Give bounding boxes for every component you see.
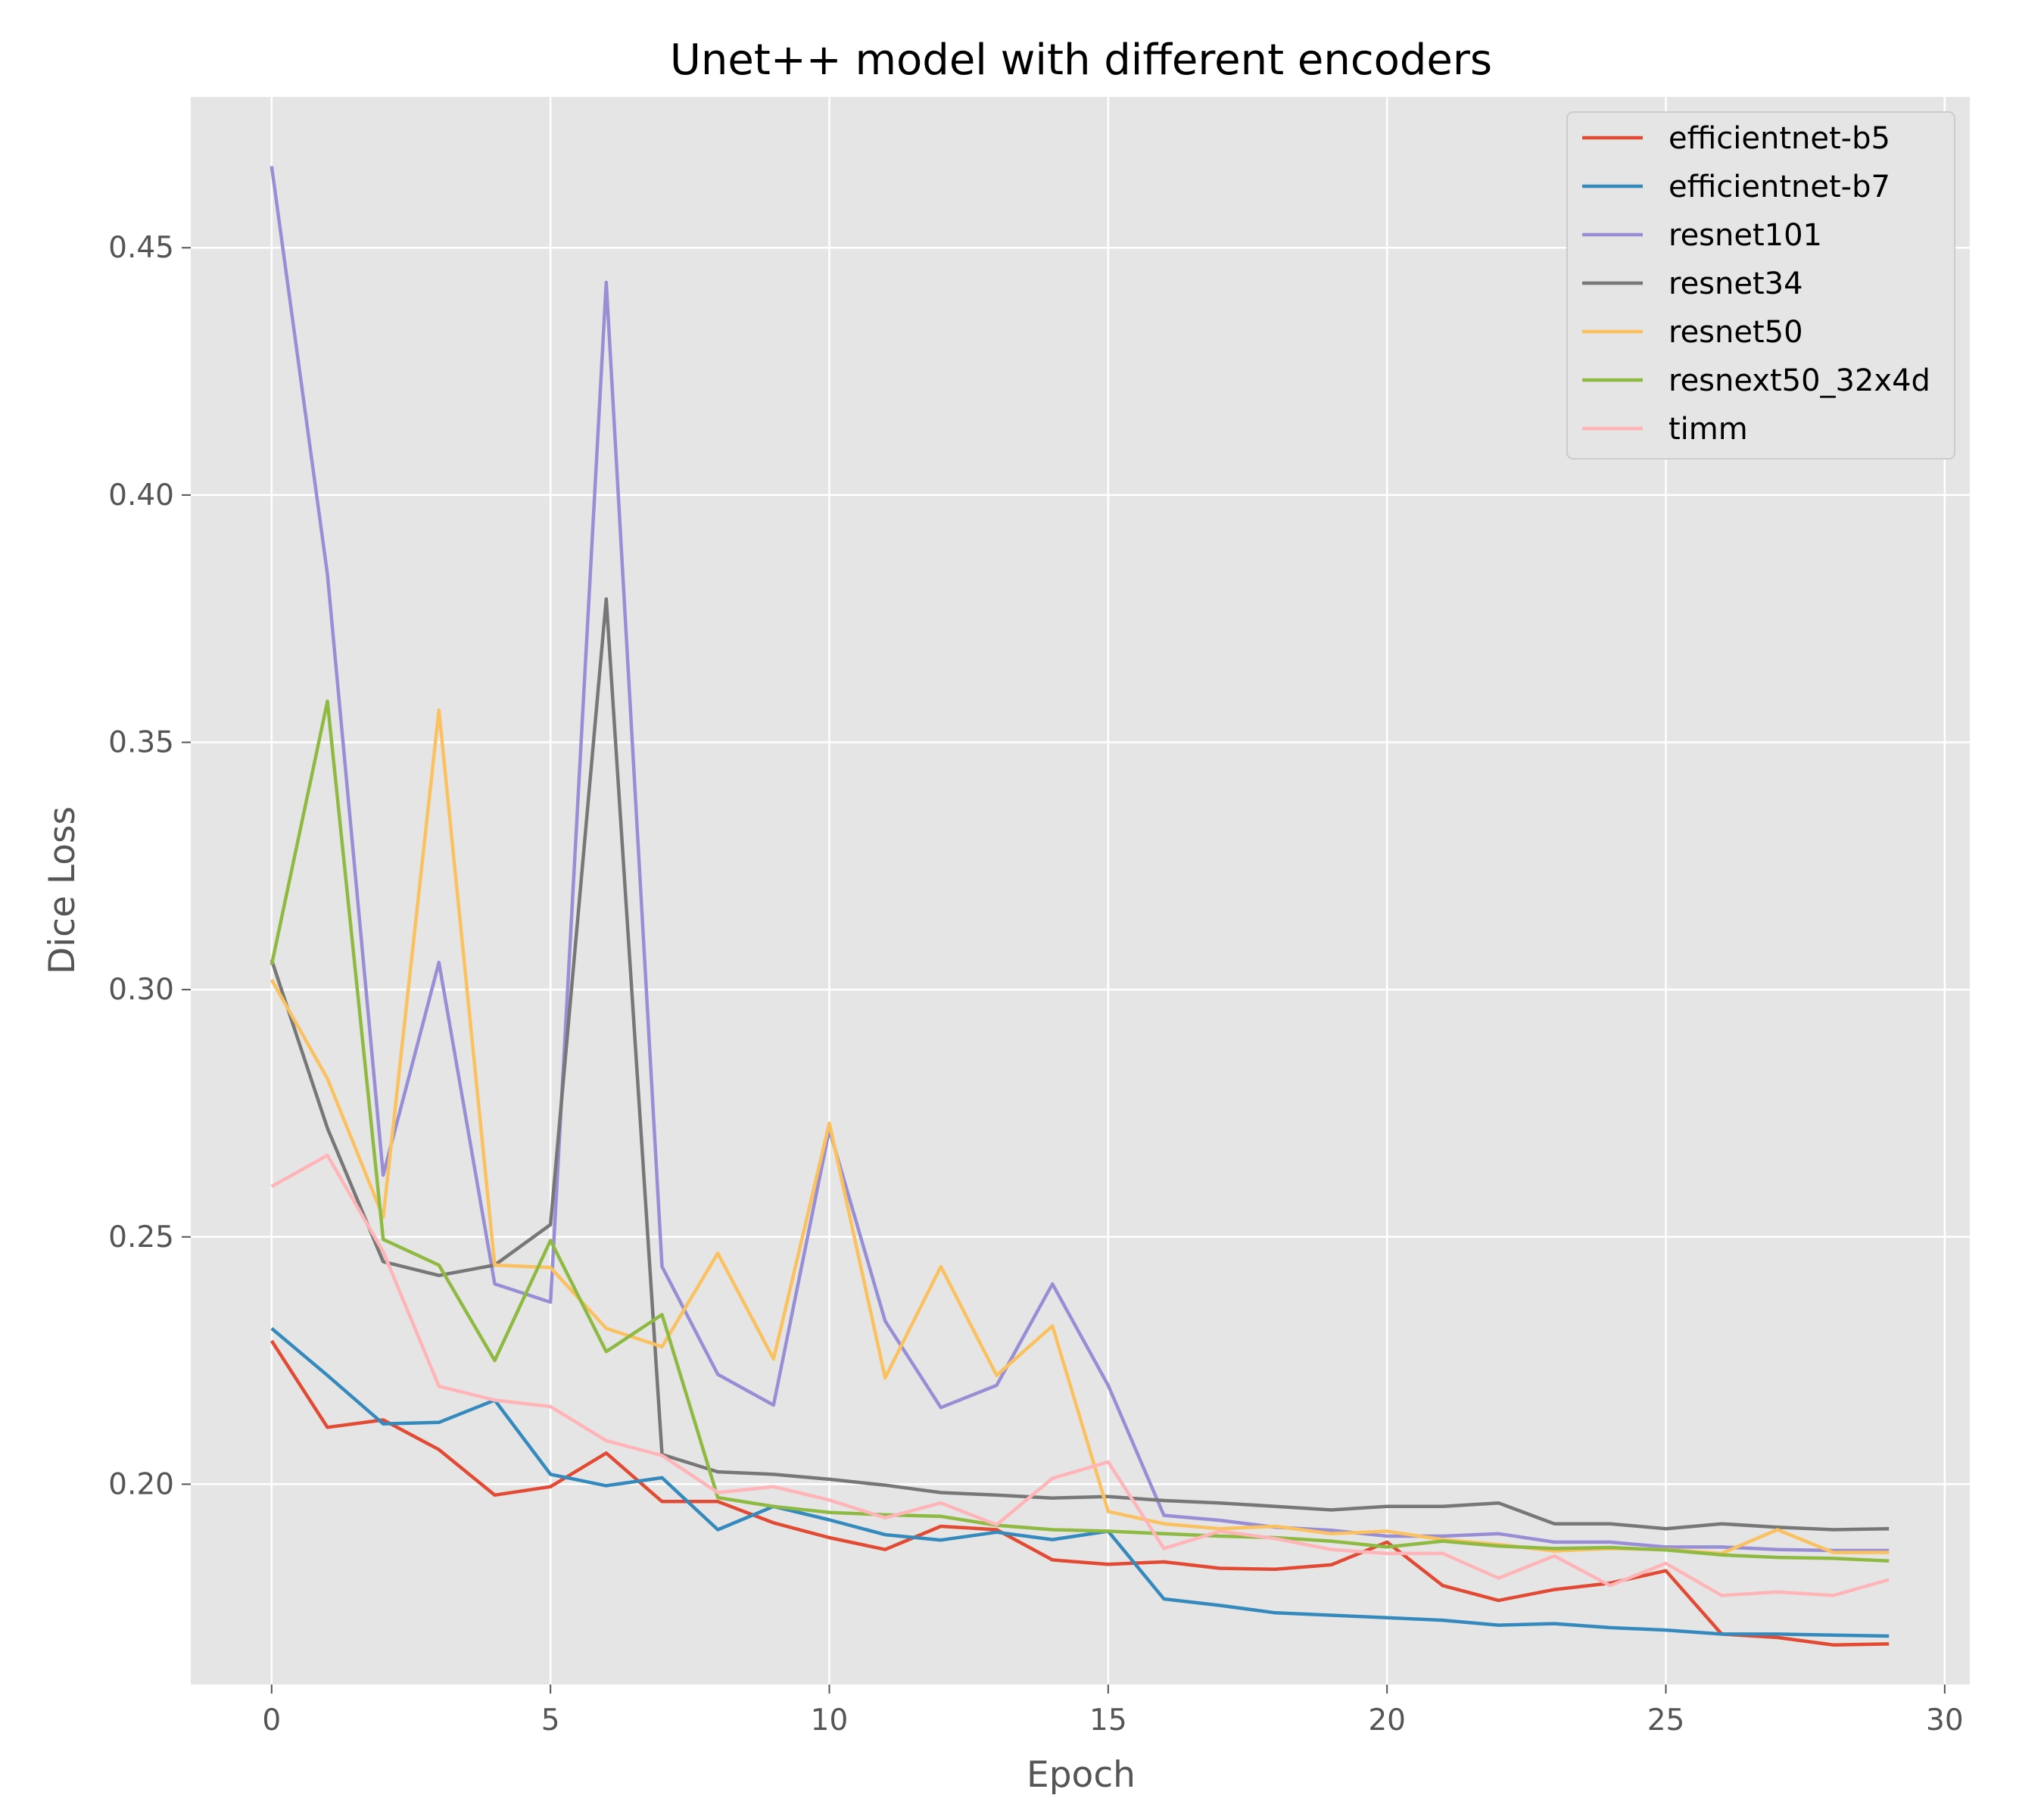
x-tick-label: 25 <box>1647 1703 1685 1738</box>
y-axis-ticks: 0.20 0.25 0.30 0.35 0.40 0.45 <box>108 231 191 1501</box>
x-tick-label: 5 <box>541 1703 560 1738</box>
series-line-resnet34 <box>270 597 1890 1532</box>
series-lines <box>270 166 1890 1647</box>
legend: efficientnet-b5 efficientnet-b7 resnet101 r… <box>1566 111 1955 460</box>
legend-label: resnet34 <box>1669 266 1803 301</box>
legend-label: efficientnet-b5 <box>1669 121 1890 156</box>
y-tick-label: 0.25 <box>108 1220 174 1254</box>
y-axis-label: Dice Loss <box>42 806 83 974</box>
series-line-timm <box>270 1153 1890 1597</box>
series-line-efficientnet-b7 <box>270 1326 1890 1638</box>
legend-label: efficientnet-b7 <box>1669 170 1890 204</box>
chart-title: Unet++ model with different encoders <box>670 36 1492 85</box>
legend-label: resnext50_32x4d <box>1669 363 1930 398</box>
legend-label: resnet50 <box>1669 315 1803 350</box>
x-tick-label: 10 <box>811 1703 849 1738</box>
legend-label: resnet101 <box>1669 218 1822 253</box>
y-tick-label: 0.30 <box>108 973 174 1007</box>
x-axis-ticks: 0 5 10 15 20 25 30 <box>262 1685 1964 1738</box>
x-tick-label: 30 <box>1926 1703 1964 1738</box>
series-line-resnet101 <box>270 166 1890 1553</box>
x-tick-label: 15 <box>1089 1703 1127 1738</box>
y-tick-label: 0.45 <box>108 231 174 265</box>
y-tick-label: 0.20 <box>108 1467 174 1501</box>
series-line-resnext50-32x4d <box>270 700 1890 1563</box>
legend-box <box>1566 111 1955 460</box>
legend-label: timm <box>1669 412 1748 447</box>
x-tick-label: 20 <box>1368 1703 1406 1738</box>
x-axis-label: Epoch <box>1027 1754 1136 1796</box>
y-tick-label: 0.40 <box>108 478 174 513</box>
x-tick-label: 0 <box>262 1703 281 1738</box>
y-tick-label: 0.35 <box>108 726 174 760</box>
